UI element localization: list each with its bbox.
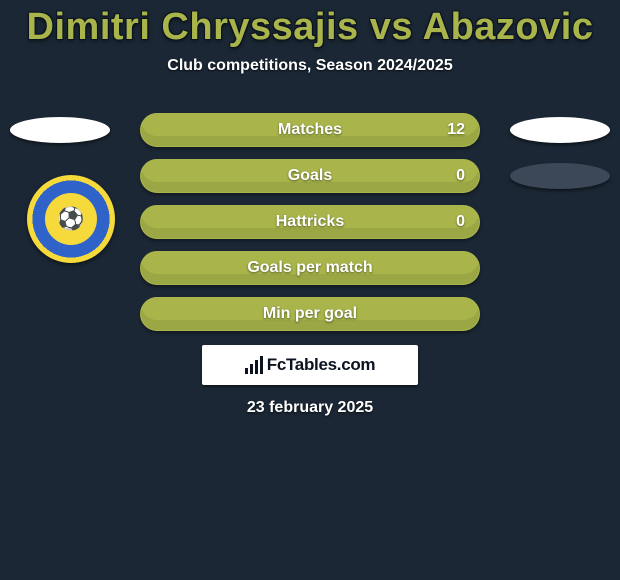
right-value-pill	[510, 117, 610, 143]
stat-row: Goals per match	[0, 251, 620, 285]
stat-row: Matches 12	[0, 113, 620, 147]
stat-row: Hattricks 0	[0, 205, 620, 239]
stat-label: Goals	[288, 167, 332, 185]
subtitle: Club competitions, Season 2024/2025	[0, 57, 620, 75]
stat-label: Min per goal	[263, 305, 357, 323]
date-label: 23 february 2025	[0, 399, 620, 417]
stat-label: Matches	[278, 121, 342, 139]
stat-bar: Min per goal	[140, 297, 480, 331]
brand-text: FcTables.com	[267, 355, 376, 375]
stat-bar: Hattricks 0	[140, 205, 480, 239]
stat-row: Min per goal	[0, 297, 620, 331]
bars-icon	[245, 356, 263, 374]
stat-value-right: 12	[447, 121, 465, 139]
page-title: Dimitri Chryssajis vs Abazovic	[0, 0, 620, 49]
right-value-pill	[510, 163, 610, 189]
stat-bar: Goals 0	[140, 159, 480, 193]
stat-bar: Goals per match	[140, 251, 480, 285]
left-value-pill	[10, 117, 110, 143]
stats-list: Matches 12 Goals 0 Hattricks 0 Goals per match…	[0, 113, 620, 331]
comparison-card: Dimitri Chryssajis vs Abazovic Club comp…	[0, 0, 620, 580]
stat-bar: Matches 12	[140, 113, 480, 147]
stat-label: Hattricks	[276, 213, 344, 231]
stat-row: Goals 0	[0, 159, 620, 193]
stat-value-right: 0	[456, 213, 465, 231]
stat-label: Goals per match	[247, 259, 372, 277]
stat-value-right: 0	[456, 167, 465, 185]
brand-badge: FcTables.com	[202, 345, 418, 385]
